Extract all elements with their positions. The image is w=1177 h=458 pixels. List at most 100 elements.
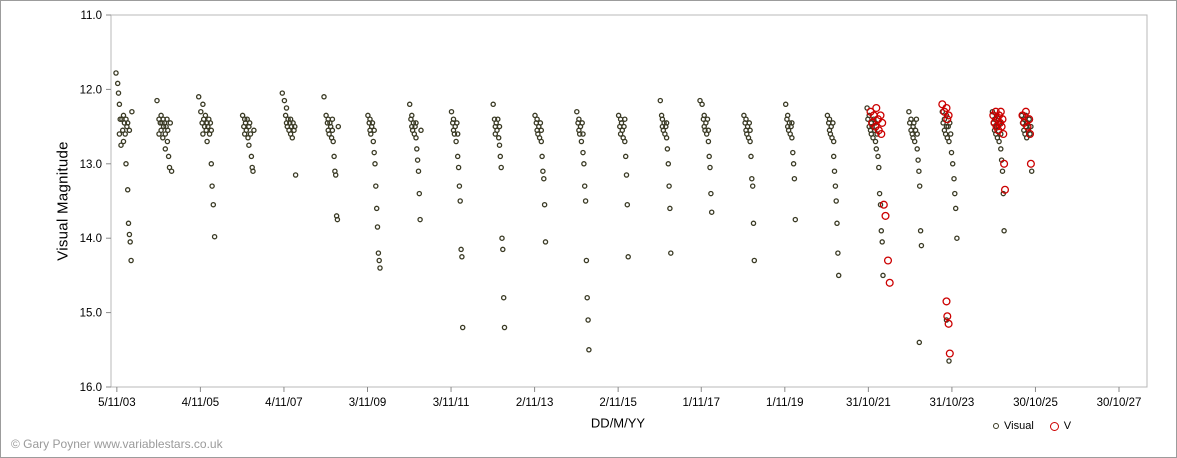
visual-data-point — [916, 183, 923, 189]
x-tick-label: 4/11/07 — [265, 397, 303, 409]
visual-data-point — [914, 146, 920, 152]
visual-data-point — [918, 242, 925, 249]
visual-data-point — [534, 116, 540, 122]
visual-data-point — [915, 157, 921, 163]
x-tick-label: 30/10/27 — [1097, 397, 1142, 409]
visual-data-point — [162, 146, 169, 152]
visual-data-point — [911, 138, 918, 145]
visual-data-point — [833, 198, 839, 204]
visual-data-point — [699, 101, 705, 108]
x-tick-label: 4/11/05 — [182, 397, 220, 409]
v-data-point — [1000, 185, 1010, 194]
visual-data-point — [998, 146, 1004, 152]
visual-data-point — [496, 123, 503, 130]
visual-data-point — [124, 187, 131, 193]
visual-data-point — [830, 138, 837, 145]
visual-data-point — [495, 116, 501, 122]
visual-data-point — [292, 172, 299, 178]
visual-data-point — [914, 131, 920, 137]
visual-data-point — [1026, 116, 1032, 122]
v-data-point — [996, 107, 1005, 116]
visual-data-point — [949, 161, 956, 167]
visual-data-point — [279, 90, 286, 96]
visual-data-point — [622, 138, 628, 145]
visual-data-point — [578, 138, 585, 145]
visual-data-point — [116, 101, 123, 108]
visual-data-point — [209, 183, 215, 189]
visual-data-point — [205, 123, 211, 130]
visual-data-point — [705, 127, 712, 134]
visual-data-point — [459, 254, 465, 260]
legend-label-v: V — [1063, 420, 1072, 432]
visual-data-point — [456, 183, 463, 189]
y-tick-label: 16.0 — [80, 382, 102, 394]
visual-data-point — [329, 116, 336, 122]
visual-data-point — [948, 149, 955, 156]
x-tick-label: 5/11/03 — [98, 397, 136, 409]
v-data-point — [943, 312, 952, 321]
visual-data-point — [954, 235, 960, 241]
visual-data-point — [657, 97, 664, 104]
visual-data-point — [376, 257, 382, 264]
visual-data-point — [200, 101, 206, 108]
x-axis-title: DD/M/YY — [590, 415, 646, 431]
visual-data-point — [119, 127, 126, 134]
y-tick-label: 12.0 — [80, 84, 102, 96]
visual-data-point — [580, 149, 586, 156]
visual-data-point — [494, 127, 500, 134]
visual-data-point — [704, 116, 711, 122]
visual-data-point — [586, 347, 592, 353]
visual-data-point — [743, 116, 749, 122]
v-data-point — [878, 118, 887, 127]
visual-data-point — [292, 123, 298, 130]
visual-data-point — [448, 108, 455, 115]
visual-data-point — [127, 239, 133, 245]
visual-data-point — [706, 153, 712, 160]
visual-data-point — [490, 101, 496, 108]
visual-data-point — [876, 164, 882, 171]
visual-data-point — [128, 257, 134, 264]
visual-data-point — [873, 146, 880, 152]
visual-data-point — [540, 168, 546, 174]
visual-data-point — [198, 108, 204, 115]
visual-data-point — [870, 135, 876, 141]
visual-data-point — [584, 294, 590, 301]
visual-data-point — [834, 220, 840, 227]
visual-data-point — [497, 153, 504, 160]
visual-data-point — [791, 175, 798, 182]
visual-data-point — [541, 175, 547, 182]
visual-data-point — [335, 123, 342, 130]
visual-data-point — [409, 112, 415, 119]
y-tick-label: 11.0 — [80, 10, 102, 22]
visual-data-point — [200, 131, 206, 137]
visual-data-point — [580, 131, 586, 137]
visual-data-point — [879, 239, 885, 245]
v-data-point — [1000, 159, 1009, 168]
visual-data-point — [369, 120, 376, 126]
x-tick-label: 1/11/17 — [683, 397, 721, 409]
visual-data-point — [668, 250, 674, 256]
visual-data-point — [916, 168, 922, 174]
visual-data-point — [243, 127, 250, 134]
legend-item-v: V — [1049, 420, 1072, 432]
visual-data-point — [501, 324, 508, 331]
v-data-point — [881, 211, 890, 220]
visual-data-point — [1001, 228, 1007, 234]
visual-data-point — [541, 201, 548, 208]
visual-data-point — [500, 294, 507, 301]
x-tick-label: 1/11/19 — [766, 397, 804, 409]
visual-data-point — [746, 120, 753, 126]
plot-border — [110, 14, 1148, 388]
v-data-point — [942, 297, 951, 306]
visual-data-point — [500, 246, 506, 253]
legend: Visual V — [993, 420, 1071, 432]
visual-data-point — [666, 183, 672, 189]
visual-data-point — [115, 90, 122, 96]
visual-data-point — [162, 131, 169, 137]
x-tick-label: 3/11/11 — [433, 397, 470, 409]
visual-data-point — [539, 153, 545, 160]
visual-data-point — [498, 164, 504, 171]
visual-data-point — [287, 116, 294, 122]
visual-data-point — [165, 127, 171, 134]
visual-data-point — [784, 112, 791, 119]
